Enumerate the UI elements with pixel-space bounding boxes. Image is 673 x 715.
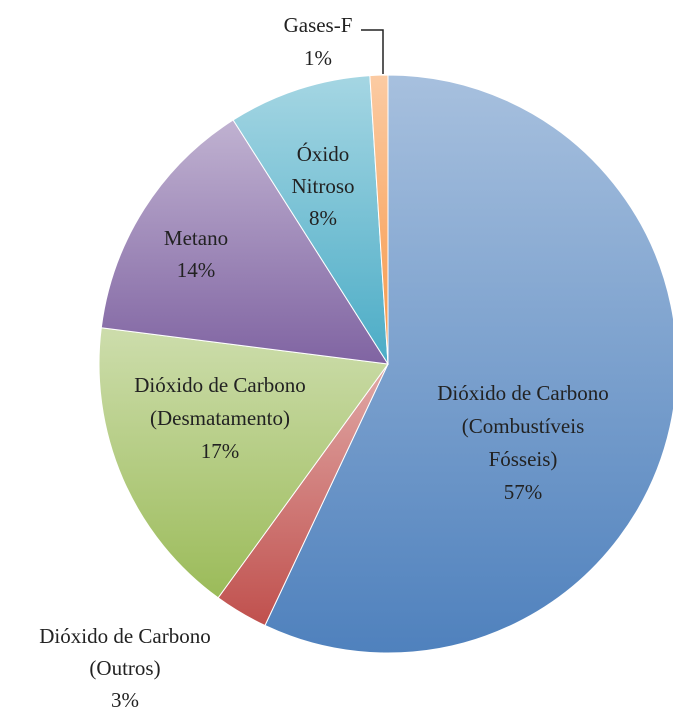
labels: Dióxido de Carbono (Combustíveis Fósseis) 5… [39,13,608,712]
category-label: Metano [164,226,228,250]
category-label: (Outros) [89,656,160,680]
slice [264,74,673,654]
value-label: 14% [177,258,216,282]
category-label: Dióxido de Carbono [437,381,608,405]
category-label: Óxido [297,142,350,166]
value-label: 8% [309,206,337,230]
slice [100,119,389,365]
value-label: 3% [111,688,139,712]
value-label: 57% [504,480,543,504]
slice [98,327,389,599]
slice [232,75,389,365]
slices [98,74,673,654]
category-label: Nitroso [292,174,355,198]
value-label: 17% [201,439,240,463]
category-label: Dióxido de Carbono [134,373,305,397]
slice [369,74,389,365]
category-label: Fósseis) [489,447,558,471]
category-label: (Combustíveis [462,414,585,438]
category-label: Dióxido de Carbono [39,624,210,648]
leader-line [361,29,384,74]
value-label: 1% [304,46,332,70]
category-label: Gases-F [284,13,353,37]
category-label: (Desmatamento) [150,406,290,430]
